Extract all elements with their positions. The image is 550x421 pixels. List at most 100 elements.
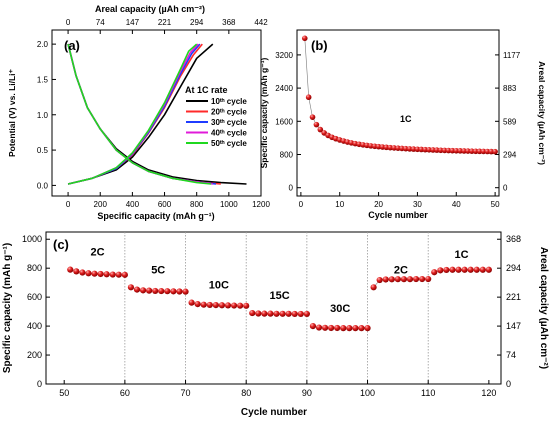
c-data-point bbox=[121, 271, 128, 278]
panel-a: Areal capacity (µAh cm⁻²) 0 74 147 221 294 36… bbox=[7, 4, 270, 221]
c-y-tick-label: 200 bbox=[27, 350, 42, 360]
a-curve-discharge-5 bbox=[67, 43, 212, 185]
b-plot-frame bbox=[296, 29, 500, 197]
c-data-point bbox=[206, 301, 213, 309]
a-curve-discharge-3 bbox=[67, 43, 217, 185]
b-x-ticks: 0 10 20 30 40 50 bbox=[299, 192, 500, 209]
b-y-axis-label: Specific capacity (mAh g⁻¹) bbox=[259, 57, 269, 168]
c-data-point bbox=[249, 309, 256, 317]
c-data-point bbox=[97, 270, 104, 278]
b-data-point bbox=[461, 148, 467, 154]
c-data-point bbox=[237, 302, 244, 309]
b-x-tick-label: 10 bbox=[335, 200, 344, 209]
c-data-point bbox=[443, 266, 450, 274]
b-data-point bbox=[305, 94, 312, 101]
c-data-point bbox=[340, 325, 347, 332]
c-data-point bbox=[127, 284, 135, 291]
c-y2-ticks: 0 74 147 221 294 368 bbox=[497, 234, 521, 389]
b-y-tick-label: 0 bbox=[289, 184, 294, 193]
a-y-tick-label: 2.0 bbox=[37, 40, 49, 49]
c-data-point bbox=[91, 270, 98, 277]
a-y-tick-label: 0.5 bbox=[37, 146, 49, 155]
a-x-axis-label: Specific capacity (mAh g⁻¹) bbox=[97, 211, 214, 221]
b-x-tick-label: 50 bbox=[491, 200, 500, 209]
c-data-point bbox=[194, 300, 201, 308]
c-data-point bbox=[291, 310, 298, 318]
c-x-tick-label: 120 bbox=[481, 388, 496, 398]
a-panel-label: (a) bbox=[64, 38, 80, 53]
c-data-point bbox=[164, 288, 171, 295]
c-data-point bbox=[388, 276, 395, 283]
c-data-point bbox=[133, 286, 141, 293]
b-data-point bbox=[484, 148, 491, 155]
b-data-point bbox=[480, 148, 487, 155]
a-curve-charge-1 bbox=[67, 43, 214, 185]
c-data-point bbox=[400, 276, 408, 283]
c-data-point bbox=[115, 271, 122, 278]
a-legend-label: 20ᵗʰ cycle bbox=[211, 108, 247, 117]
a-top-tick-label: 221 bbox=[158, 18, 172, 27]
b-trend-line bbox=[304, 38, 496, 152]
a-y-tick-label: 1.5 bbox=[37, 75, 49, 84]
c-rate-label: 1C bbox=[455, 249, 469, 261]
c-rate-label: 2C bbox=[394, 264, 408, 276]
c-data-point bbox=[279, 310, 286, 317]
c-data-point bbox=[303, 310, 310, 318]
a-x-tick-label: 1200 bbox=[252, 200, 270, 209]
c-x-ticks: 50 60 70 80 90 100 110 120 bbox=[59, 380, 496, 398]
c-points bbox=[67, 266, 492, 332]
a-x-tick-label: 200 bbox=[94, 200, 108, 209]
c-data-point bbox=[328, 324, 335, 332]
a-x-ticks: 0 200 400 600 800 1000 1200 bbox=[66, 192, 270, 209]
c-data-point bbox=[243, 302, 250, 309]
c-data-point bbox=[419, 275, 426, 283]
c-y-tick-label: 600 bbox=[27, 292, 42, 302]
a-plot-frame bbox=[51, 29, 262, 197]
a-top-tick-label: 147 bbox=[126, 18, 140, 27]
c-y-tick-label: 1000 bbox=[22, 234, 42, 244]
b-x-tick-label: 30 bbox=[413, 200, 422, 209]
a-y-ticks: 0.0 0.5 1.0 1.5 2.0 bbox=[37, 40, 56, 190]
c-data-point bbox=[315, 324, 323, 331]
c-data-point bbox=[224, 302, 232, 309]
c-data-point bbox=[479, 266, 486, 273]
a-x-tick-label: 600 bbox=[158, 200, 172, 209]
c-y2-tick-label: 0 bbox=[506, 379, 511, 389]
c-rate-label: 10C bbox=[209, 280, 229, 292]
c-x-tick-label: 50 bbox=[59, 388, 69, 398]
c-y-tick-label: 800 bbox=[27, 263, 42, 273]
b-y-ticks: 0 800 1600 2400 3200 bbox=[275, 51, 301, 193]
b-y2-tick-label: 0 bbox=[503, 184, 508, 193]
b-data-point bbox=[476, 148, 483, 155]
c-data-point bbox=[200, 301, 207, 308]
c-data-point bbox=[109, 271, 116, 278]
b-y2-tick-label: 294 bbox=[503, 151, 517, 160]
c-y-tick-label: 0 bbox=[37, 379, 42, 389]
c-data-point bbox=[309, 322, 317, 330]
b-data-point bbox=[492, 148, 498, 155]
a-x-tick-label: 400 bbox=[126, 200, 140, 209]
c-data-point bbox=[261, 310, 268, 317]
a-x-tick-label: 0 bbox=[66, 200, 71, 209]
c-data-point bbox=[437, 267, 444, 274]
c-data-point bbox=[431, 269, 438, 276]
b-x-tick-label: 20 bbox=[374, 200, 383, 209]
c-data-point bbox=[455, 266, 462, 273]
c-data-point bbox=[352, 325, 359, 332]
a-y-axis-label: Potential (V) vs. Li/Li⁺ bbox=[7, 68, 17, 157]
c-y2-tick-label: 368 bbox=[506, 234, 521, 244]
b-y-tick-label: 800 bbox=[280, 151, 294, 160]
c-data-point bbox=[212, 302, 219, 309]
c-rate-label: 15C bbox=[269, 290, 289, 302]
c-rate-label: 30C bbox=[330, 303, 350, 315]
a-legend-label: 10ᵗʰ cycle bbox=[211, 97, 247, 106]
a-curve-discharge-4 bbox=[67, 43, 213, 185]
b-x-tick-label: 40 bbox=[452, 200, 461, 209]
c-data-point bbox=[394, 276, 401, 283]
b-y-tick-label: 3200 bbox=[275, 51, 293, 60]
c-panel-label: (c) bbox=[53, 237, 69, 252]
c-rate-label: 2C bbox=[91, 247, 105, 259]
panel-b: 0 10 20 30 40 50 0 800 1600 2400 3200 0 294 589 883 1… bbox=[259, 29, 547, 220]
b-points bbox=[301, 35, 498, 155]
